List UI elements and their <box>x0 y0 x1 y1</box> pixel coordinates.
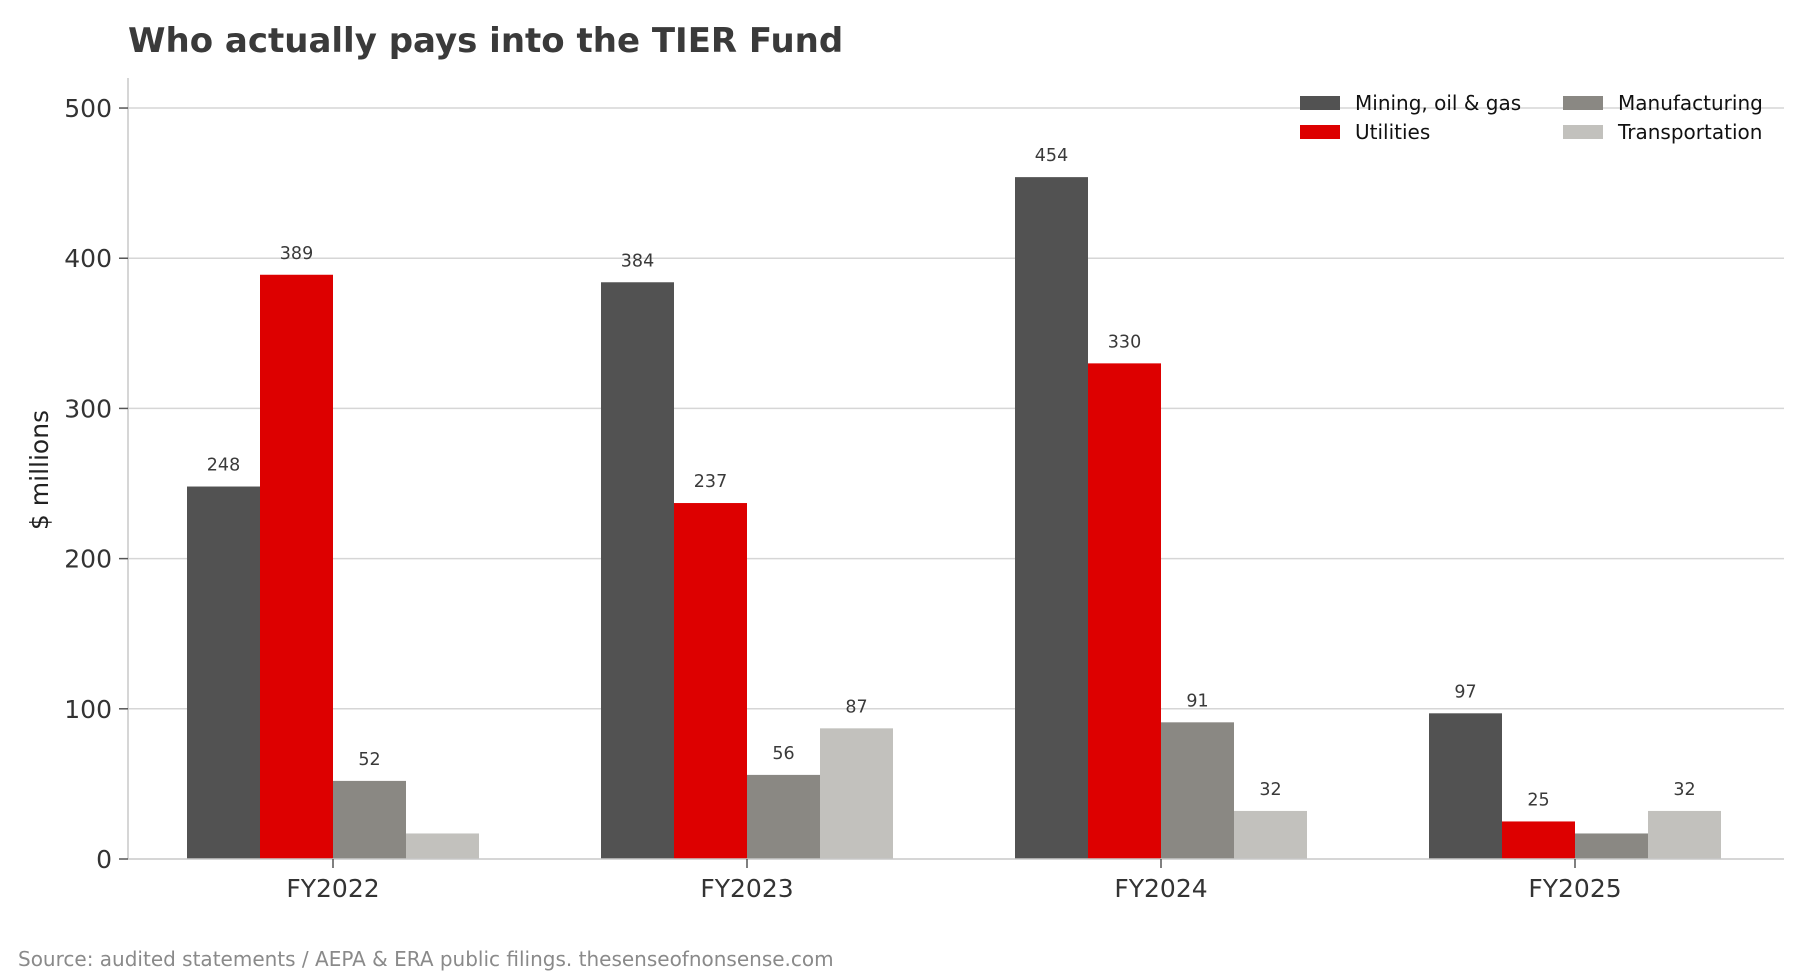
bar-transportation-fy2023 <box>820 728 893 859</box>
data-label: 56 <box>772 744 794 764</box>
y-tick-label: 200 <box>64 545 112 574</box>
axes <box>127 78 1784 860</box>
data-label: 52 <box>358 750 380 770</box>
y-tick-label: 0 <box>96 845 112 874</box>
bar-utilities-fy2023 <box>674 503 747 859</box>
chart-title: Who actually pays into the TIER Fund <box>128 21 843 61</box>
x-tick-label: FY2025 <box>1528 874 1621 903</box>
legend-swatch <box>1563 125 1603 139</box>
gridlines <box>128 107 1784 710</box>
bar-manufacturing-fy2025 <box>1575 833 1648 859</box>
data-label: 91 <box>1186 691 1208 711</box>
legend-label: Transportation <box>1617 120 1762 144</box>
y-tick-label: 400 <box>64 244 112 273</box>
data-label: 248 <box>207 456 240 476</box>
bar-utilities-fy2025 <box>1502 821 1575 859</box>
data-label: 384 <box>621 251 654 271</box>
data-label: 87 <box>845 697 867 717</box>
bar-transportation-fy2025 <box>1648 810 1721 859</box>
bar-utilities-fy2024 <box>1088 363 1161 859</box>
x-tick-label: FY2024 <box>1114 874 1207 903</box>
bar-transportation-fy2024 <box>1234 810 1307 859</box>
legend-item: Manufacturing <box>1563 91 1763 115</box>
bar-mining-oil-gas-fy2024 <box>1015 177 1088 859</box>
bar-manufacturing-fy2023 <box>747 774 820 859</box>
legend-label: Mining, oil & gas <box>1355 91 1521 115</box>
x-tick-label: FY2022 <box>286 874 379 903</box>
y-axis-label: $ millions <box>25 410 54 530</box>
y-tick-label: 500 <box>64 94 112 123</box>
legend-label: Utilities <box>1355 120 1430 144</box>
bar-mining-oil-gas-fy2022 <box>187 486 260 859</box>
data-label: 389 <box>280 244 313 264</box>
bars <box>187 177 1721 859</box>
bar-mining-oil-gas-fy2025 <box>1429 713 1502 859</box>
bar-manufacturing-fy2024 <box>1161 722 1234 859</box>
legend-swatch <box>1300 125 1340 139</box>
value-labels: 248 389 52 384 237 56 87 454 330 91 32 97 25 32 <box>207 146 1696 810</box>
x-tick-label: FY2023 <box>700 874 793 903</box>
data-label: 237 <box>694 472 727 492</box>
legend-item: Utilities <box>1300 120 1430 144</box>
data-label: 454 <box>1035 146 1068 166</box>
data-label: 97 <box>1454 682 1476 702</box>
bar-manufacturing-fy2022 <box>333 780 406 859</box>
bar-utilities-fy2022 <box>260 274 333 859</box>
legend-swatch <box>1300 96 1340 110</box>
x-ticks: FY2022 FY2023 FY2024 FY2025 <box>286 859 1622 903</box>
data-label: 330 <box>1108 332 1141 352</box>
source-note: Source: audited statements / AEPA & ERA … <box>18 947 834 971</box>
data-label: 32 <box>1673 780 1695 800</box>
y-ticks: 0 100 200 300 400 500 <box>64 94 128 874</box>
legend-item: Transportation <box>1563 120 1762 144</box>
data-label: 25 <box>1527 790 1549 810</box>
y-tick-label: 100 <box>64 695 112 724</box>
bar-mining-oil-gas-fy2023 <box>601 282 674 859</box>
legend-item: Mining, oil & gas <box>1300 91 1521 115</box>
legend-label: Manufacturing <box>1618 91 1763 115</box>
y-tick-label: 300 <box>64 394 112 423</box>
legend-swatch <box>1563 96 1603 110</box>
legend: Mining, oil & gas Utilities Manufacturing T… <box>1300 91 1763 144</box>
bar-transportation-fy2022 <box>406 833 479 859</box>
data-label: 32 <box>1259 780 1281 800</box>
